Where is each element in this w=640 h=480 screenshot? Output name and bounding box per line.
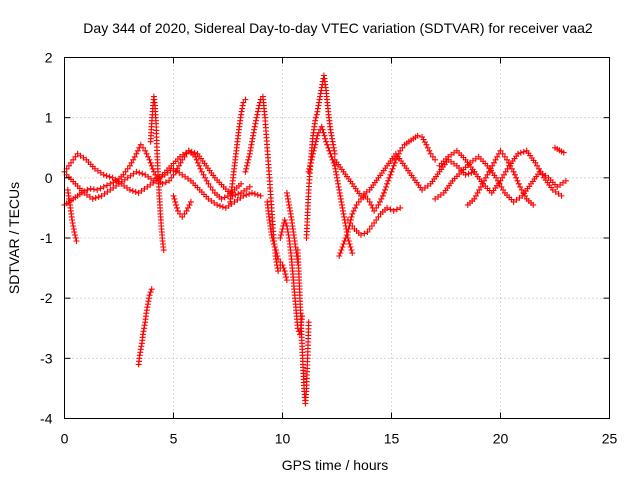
- data-points: [61, 72, 569, 407]
- x-axis-label: GPS time / hours: [282, 457, 389, 473]
- series-markers: [135, 286, 155, 368]
- series-trace-d: [64, 186, 80, 245]
- axis-ticks: [64, 57, 610, 419]
- x-tick-label: 10: [275, 431, 291, 447]
- y-tick-label: 2: [45, 50, 53, 66]
- series-markers: [63, 147, 253, 202]
- y-tick-label: -1: [40, 230, 53, 246]
- series-markers: [61, 141, 245, 208]
- series-trace-o: [305, 123, 356, 257]
- series-trace-a: [61, 141, 245, 208]
- series-trace-t: [436, 147, 565, 199]
- x-tick-labels: 0 5 10 15 20 25: [61, 431, 618, 447]
- series-trace-h: [227, 96, 249, 205]
- y-tick-label: -4: [40, 411, 53, 427]
- x-tick-label: 0: [61, 431, 69, 447]
- series-trace-g: [170, 192, 194, 220]
- series-trace-c: [63, 147, 253, 202]
- x-tick-label: 20: [493, 431, 509, 447]
- series-markers: [64, 186, 80, 245]
- series-markers: [331, 150, 478, 199]
- chart-title: Day 344 of 2020, Sidereal Day-to-day VTE…: [83, 20, 593, 36]
- series-markers: [436, 147, 565, 199]
- x-tick-label: 25: [602, 431, 618, 447]
- y-axis-label: SDTVAR / TECUs: [6, 182, 22, 294]
- x-tick-label: 15: [384, 431, 400, 447]
- y-tick-label: 0: [45, 170, 53, 186]
- y-tick-label: -2: [40, 290, 53, 306]
- series-markers: [344, 204, 404, 238]
- series-trace-q: [331, 150, 478, 199]
- series-trace-u: [464, 147, 537, 208]
- series-trace-m: [294, 247, 312, 407]
- y-tick-label: 1: [45, 110, 53, 126]
- series-markers: [305, 123, 356, 257]
- series-markers: [336, 132, 439, 259]
- x-tick-label: 5: [170, 431, 178, 447]
- series-trace-v: [552, 144, 567, 156]
- series-markers: [147, 93, 167, 254]
- y-tick-label: -3: [40, 350, 53, 366]
- series-markers: [464, 147, 537, 208]
- y-tick-labels: -4 -3 -2 -1 0 1 2: [40, 50, 53, 427]
- series-trace-f: [147, 93, 167, 254]
- series-markers: [552, 144, 567, 156]
- series-trace-j: [264, 198, 284, 266]
- series-markers: [170, 192, 194, 220]
- series-trace-r: [344, 204, 404, 238]
- series-trace-e: [135, 286, 155, 368]
- grid-lines: [64, 57, 610, 419]
- series-markers: [294, 247, 312, 407]
- series-trace-p: [336, 132, 439, 259]
- series-markers: [264, 198, 284, 266]
- series-markers: [227, 96, 249, 205]
